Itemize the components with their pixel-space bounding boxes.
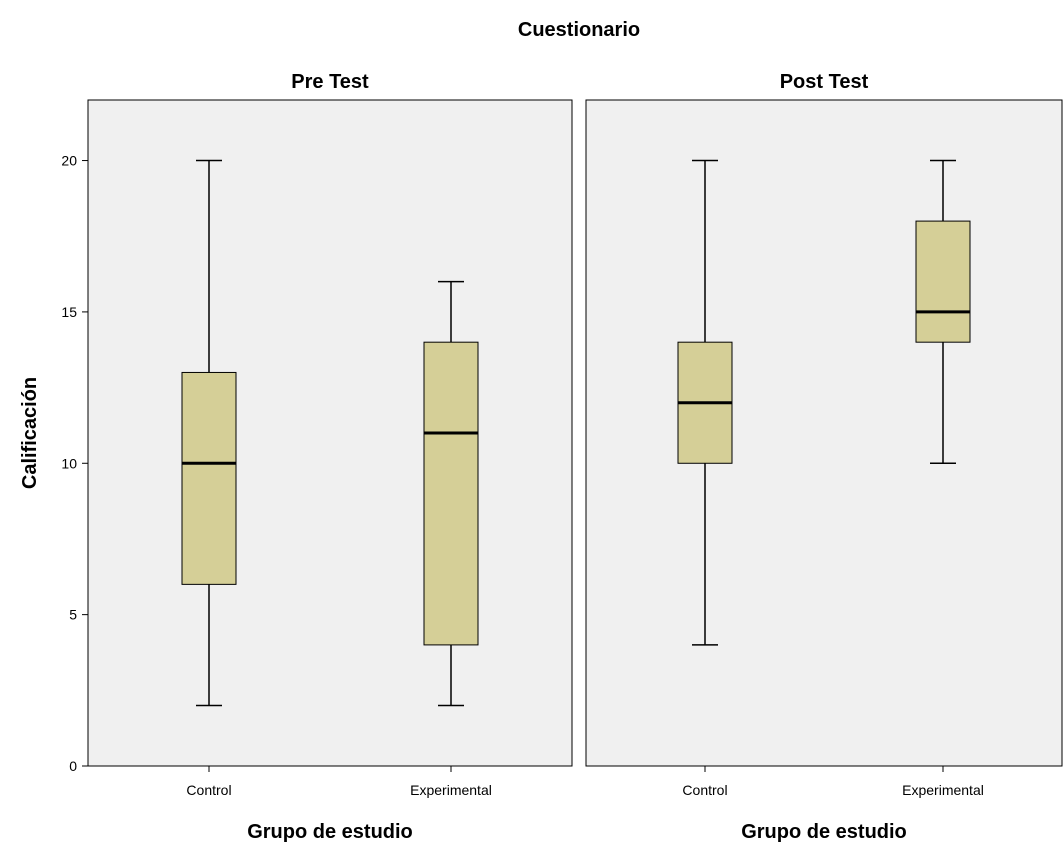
y-tick-label: 5: [69, 607, 77, 623]
box-experimental: [915, 159, 971, 465]
y-tick-label: 20: [61, 153, 77, 169]
box-experimental: [423, 280, 479, 707]
iqr-box: [423, 341, 479, 646]
x-tick-label: Control: [186, 782, 231, 798]
iqr-box: [181, 371, 237, 585]
panel-title: Pre Test: [291, 71, 369, 93]
x-axis-label: Grupo de estudio: [741, 821, 907, 843]
box-control: [677, 159, 733, 646]
x-tick-label: Experimental: [410, 782, 492, 798]
y-axis-label: Calificación: [19, 377, 41, 489]
x-tick-label: Experimental: [902, 782, 984, 798]
panel-background: [585, 99, 1063, 767]
panel-background: [87, 99, 573, 767]
y-tick-label: 0: [69, 758, 77, 774]
chart-title: Cuestionario: [518, 19, 640, 41]
y-tick-label: 10: [61, 455, 77, 471]
panel-pre-test: Pre Test Grupo de estudio Control Experimen…: [87, 71, 573, 843]
iqr-box: [915, 220, 971, 343]
y-axis: 0 5 10 15 20: [61, 153, 88, 774]
x-axis-label: Grupo de estudio: [247, 821, 413, 843]
panel-post-test: Post Test Grupo de estudio Control Experime…: [585, 71, 1063, 843]
x-tick-label: Control: [682, 782, 727, 798]
panels: Pre Test Grupo de estudio Control Experimen…: [87, 71, 1063, 843]
y-tick-label: 15: [61, 304, 77, 320]
panel-title: Post Test: [780, 71, 869, 93]
box-control: [181, 159, 237, 707]
